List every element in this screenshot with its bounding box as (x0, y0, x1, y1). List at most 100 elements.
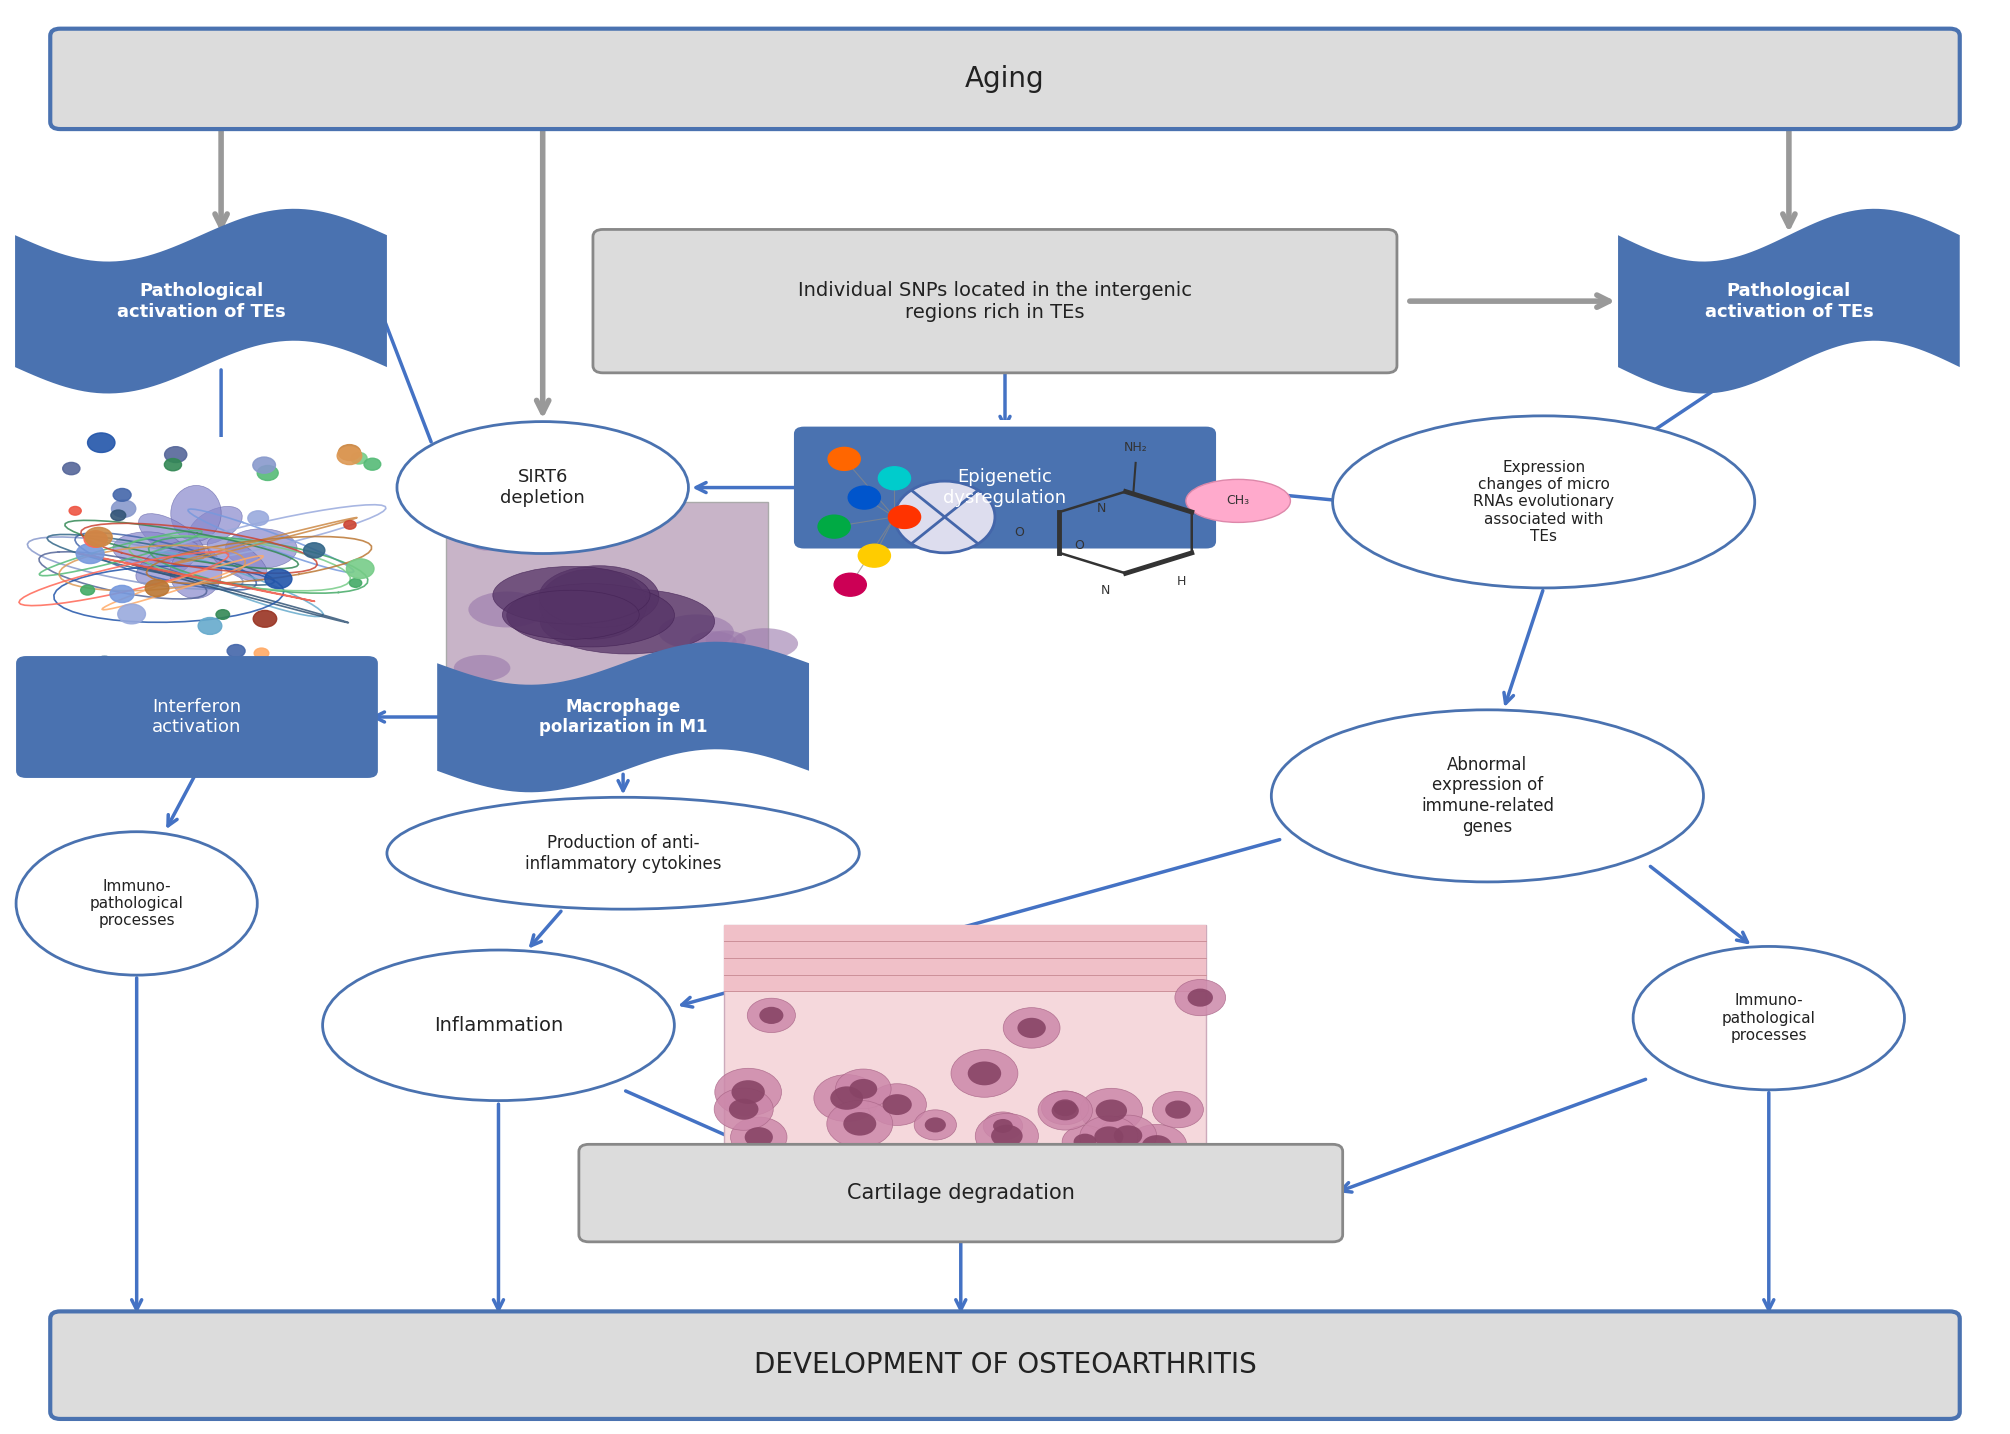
Polygon shape (1618, 209, 1960, 393)
Text: Macrophage
polarization in M1: Macrophage polarization in M1 (539, 697, 708, 737)
Text: DEVELOPMENT OF OSTEOARTHRITIS: DEVELOPMENT OF OSTEOARTHRITIS (754, 1351, 1256, 1380)
Ellipse shape (689, 631, 738, 652)
Circle shape (111, 500, 137, 518)
Ellipse shape (583, 612, 623, 631)
Circle shape (848, 486, 880, 509)
Ellipse shape (645, 663, 693, 685)
Circle shape (165, 446, 187, 463)
Circle shape (983, 1111, 1023, 1140)
FancyBboxPatch shape (50, 29, 1960, 129)
Ellipse shape (137, 541, 199, 585)
Ellipse shape (1270, 710, 1704, 882)
Circle shape (265, 569, 291, 588)
Circle shape (888, 506, 921, 529)
Circle shape (991, 1124, 1023, 1147)
Circle shape (760, 1007, 784, 1024)
FancyBboxPatch shape (724, 925, 1206, 1162)
Circle shape (227, 644, 245, 657)
Ellipse shape (454, 655, 511, 681)
Circle shape (80, 585, 94, 595)
Circle shape (1188, 988, 1212, 1007)
Circle shape (145, 579, 169, 597)
Circle shape (716, 1068, 782, 1116)
Text: Aging: Aging (965, 65, 1045, 93)
Circle shape (1176, 979, 1226, 1015)
Circle shape (967, 1061, 1001, 1086)
Circle shape (975, 1113, 1039, 1159)
Circle shape (350, 578, 362, 588)
Ellipse shape (171, 486, 221, 542)
Text: Abnormal
expression of
immune-related
genes: Abnormal expression of immune-related ge… (1421, 756, 1554, 836)
Circle shape (1099, 1116, 1156, 1156)
FancyBboxPatch shape (446, 502, 768, 710)
Text: Immuno-
pathological
processes: Immuno- pathological processes (1723, 994, 1815, 1043)
Text: O: O (1075, 539, 1085, 552)
Text: O: O (1015, 526, 1023, 539)
Text: N: N (1097, 502, 1106, 515)
Ellipse shape (1634, 946, 1905, 1090)
Text: Individual SNPs located in the intergenic
regions rich in TEs: Individual SNPs located in the intergeni… (798, 281, 1192, 321)
Circle shape (338, 445, 360, 460)
Ellipse shape (468, 591, 547, 628)
Circle shape (364, 459, 380, 470)
Circle shape (1017, 1018, 1045, 1038)
Circle shape (119, 604, 145, 624)
Circle shape (1073, 1134, 1097, 1150)
Circle shape (915, 1110, 957, 1140)
Circle shape (76, 543, 105, 564)
Text: CH₃: CH₃ (1226, 495, 1250, 508)
Ellipse shape (171, 546, 221, 598)
Circle shape (68, 506, 80, 515)
Circle shape (165, 459, 181, 470)
Text: Inflammation: Inflammation (434, 1015, 563, 1035)
Circle shape (834, 574, 866, 597)
Circle shape (868, 1084, 927, 1126)
Text: NH₂: NH₂ (1124, 442, 1148, 455)
Ellipse shape (16, 832, 257, 975)
FancyBboxPatch shape (593, 229, 1397, 373)
Circle shape (894, 482, 995, 554)
Circle shape (1095, 1100, 1128, 1121)
Ellipse shape (541, 589, 716, 654)
Circle shape (1128, 1124, 1186, 1167)
Circle shape (748, 998, 796, 1032)
Text: Expression
changes of micro
RNAs evolutionary
associated with
TEs: Expression changes of micro RNAs evoluti… (1473, 460, 1614, 543)
Ellipse shape (189, 506, 243, 545)
Circle shape (744, 1127, 774, 1147)
Text: Epigenetic
dysregulation: Epigenetic dysregulation (943, 467, 1067, 508)
Circle shape (1041, 1091, 1089, 1124)
Circle shape (253, 611, 277, 627)
Circle shape (1037, 1091, 1093, 1130)
Text: Interferon
activation: Interferon activation (153, 697, 241, 737)
Circle shape (830, 1087, 862, 1110)
Text: N: N (1101, 584, 1110, 597)
FancyBboxPatch shape (20, 437, 372, 688)
Ellipse shape (659, 614, 734, 650)
Circle shape (199, 618, 221, 634)
Ellipse shape (539, 565, 659, 628)
Ellipse shape (539, 569, 647, 640)
Circle shape (247, 511, 269, 525)
Circle shape (127, 660, 149, 675)
Circle shape (1114, 1126, 1142, 1146)
Circle shape (925, 1117, 947, 1133)
Text: SIRT6
depletion: SIRT6 depletion (500, 467, 585, 508)
Circle shape (850, 1078, 876, 1098)
Circle shape (732, 1080, 766, 1104)
Circle shape (814, 1074, 880, 1121)
Circle shape (1053, 1100, 1077, 1116)
Ellipse shape (732, 628, 798, 660)
Circle shape (730, 1117, 788, 1157)
Ellipse shape (545, 589, 621, 625)
Ellipse shape (225, 529, 297, 568)
Ellipse shape (549, 587, 627, 624)
Circle shape (1003, 1008, 1059, 1048)
Circle shape (84, 531, 107, 548)
Circle shape (844, 1113, 876, 1136)
FancyBboxPatch shape (16, 657, 378, 777)
Circle shape (352, 453, 368, 465)
Polygon shape (438, 642, 808, 792)
Circle shape (253, 648, 269, 658)
Circle shape (714, 1088, 774, 1130)
Circle shape (1142, 1136, 1172, 1157)
